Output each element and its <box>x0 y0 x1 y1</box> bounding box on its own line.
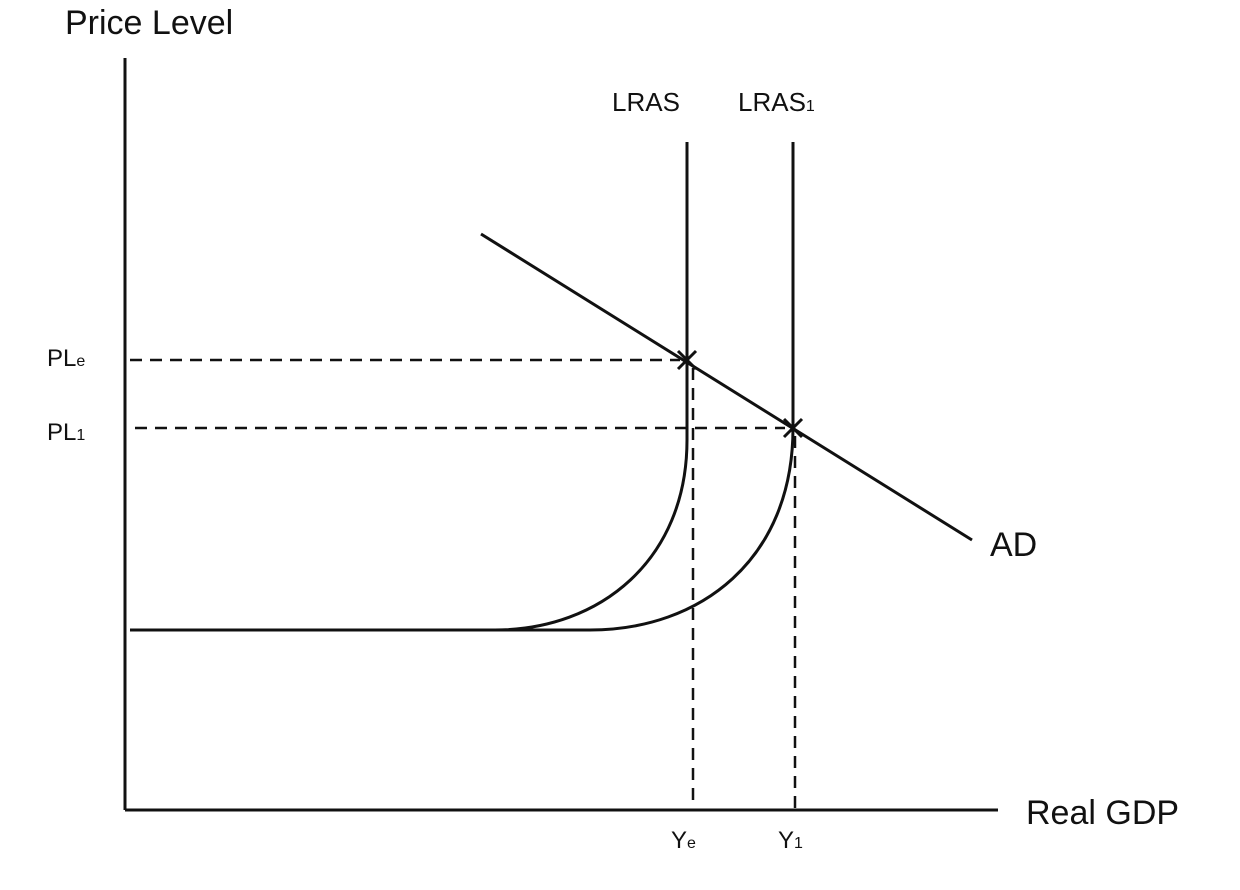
ad-line <box>480 232 973 542</box>
lras1-label: LRAS1 <box>738 87 815 117</box>
equilibrium-marker-e <box>676 349 698 371</box>
pl1-label-base: PL <box>47 419 76 446</box>
ad-label: AD <box>990 526 1037 564</box>
equilibrium-marker-1 <box>782 417 804 439</box>
ye-label: Ye <box>671 827 696 854</box>
y-axis-title: Price Level <box>65 4 233 42</box>
ple-label: PLe <box>47 345 85 372</box>
ye-label-subscript: e <box>687 835 696 852</box>
y1-label: Y1 <box>778 827 803 854</box>
sras-curve <box>130 360 689 632</box>
pl1-label-subscript: 1 <box>76 427 85 444</box>
ple-label-subscript: e <box>76 353 85 370</box>
lras1-label-subscript: 1 <box>806 98 815 115</box>
ple-label-base: PL <box>47 345 76 372</box>
ye-label-base: Y <box>671 827 687 854</box>
lras-label: LRAS <box>612 87 680 117</box>
x-axis-title: Real GDP <box>1026 794 1179 832</box>
pl1-label: PL1 <box>47 419 85 446</box>
lras1-label-base: LRAS <box>738 87 806 117</box>
y1-label-subscript: 1 <box>794 835 803 852</box>
y1-label-base: Y <box>778 827 794 854</box>
sras1-curve <box>495 427 795 632</box>
